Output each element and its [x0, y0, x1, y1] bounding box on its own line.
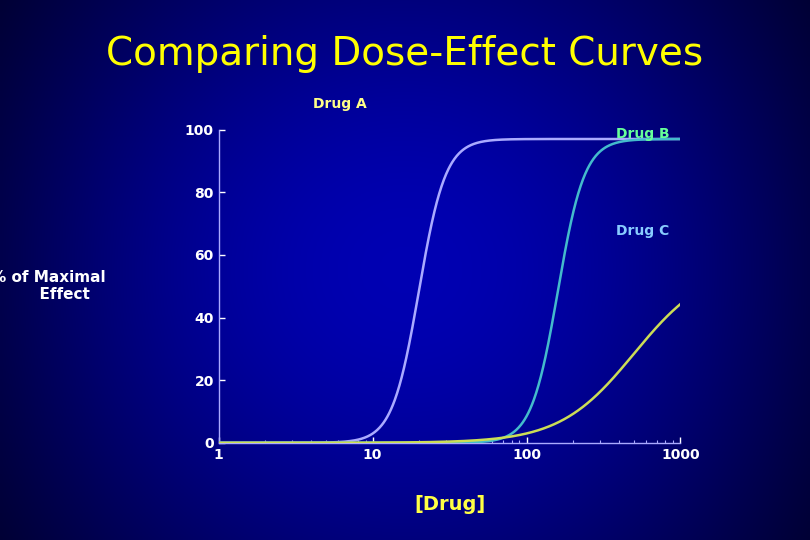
Text: Comparing Dose-Effect Curves: Comparing Dose-Effect Curves: [106, 35, 704, 73]
Text: Drug A: Drug A: [313, 97, 367, 111]
Text: % of Maximal
      Effect: % of Maximal Effect: [0, 270, 106, 302]
Text: Drug B: Drug B: [616, 127, 669, 141]
Text: Drug C: Drug C: [616, 224, 669, 238]
Text: [Drug]: [Drug]: [414, 495, 485, 514]
